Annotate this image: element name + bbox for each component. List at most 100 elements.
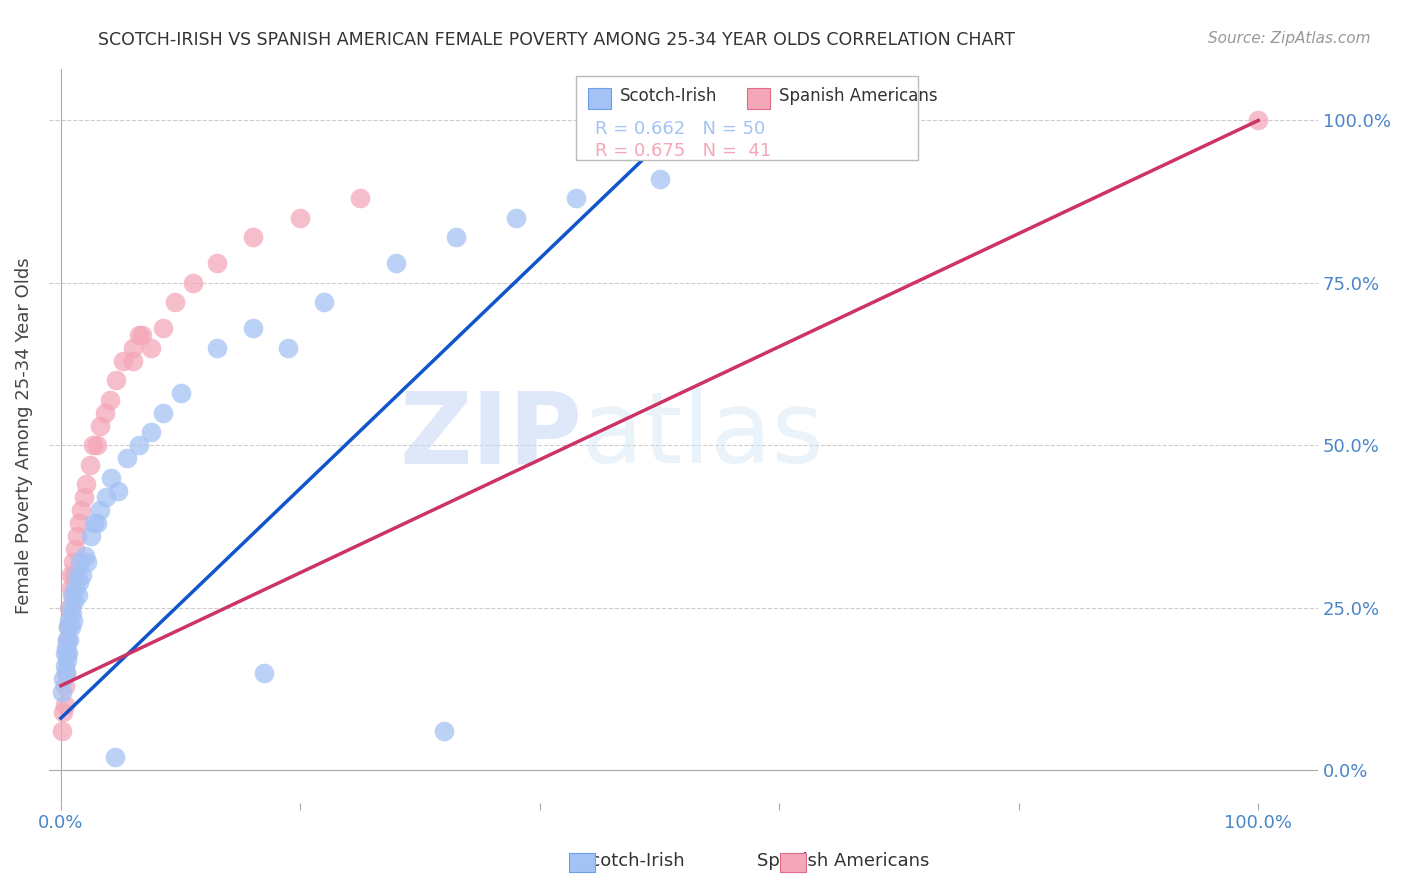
Point [65, 568, 87, 582]
Point [80, 529, 103, 543]
Point [53, 646, 76, 660]
Point [55, 640, 77, 654]
Point [73, 549, 96, 563]
Point [62, 614, 84, 628]
Text: atlas: atlas [582, 387, 824, 484]
Point [62, 588, 84, 602]
Point [121, 354, 143, 368]
Point [115, 451, 138, 466]
Point [65, 529, 87, 543]
Point [79, 458, 101, 472]
Point [67, 516, 90, 531]
Point [128, 438, 150, 452]
Point [100, 471, 122, 485]
Point [152, 406, 174, 420]
Point [89, 503, 111, 517]
Point [89, 418, 111, 433]
Point [242, 230, 264, 244]
Point [59, 581, 82, 595]
Point [98, 392, 121, 407]
Point [63, 594, 86, 608]
Point [59, 620, 82, 634]
Text: R = 0.675   N =  41: R = 0.675 N = 41 [595, 143, 770, 161]
Point [107, 483, 129, 498]
Point [52, 672, 75, 686]
Point [55, 665, 77, 680]
Point [53, 679, 76, 693]
Point [648, 172, 671, 186]
Y-axis label: Female Poverty Among 25-34 Year Olds: Female Poverty Among 25-34 Year Olds [15, 257, 32, 614]
Point [86, 516, 108, 531]
Point [53, 698, 76, 713]
Point [69, 555, 91, 569]
Point [112, 354, 135, 368]
Point [433, 724, 456, 739]
Point [349, 191, 371, 205]
Text: Scotch-Irish: Scotch-Irish [620, 87, 717, 105]
Point [152, 321, 174, 335]
Point [290, 211, 312, 225]
FancyBboxPatch shape [588, 88, 612, 109]
Point [385, 256, 408, 270]
Point [56, 646, 79, 660]
Point [56, 620, 79, 634]
Text: ZIP: ZIP [399, 387, 582, 484]
Point [565, 191, 588, 205]
Point [65, 542, 87, 557]
Point [56, 646, 79, 660]
Point [72, 568, 94, 582]
Point [94, 406, 117, 420]
Point [70, 503, 93, 517]
Point [128, 327, 150, 342]
Point [63, 568, 86, 582]
Text: Spanish Americans: Spanish Americans [779, 87, 938, 105]
Point [277, 341, 299, 355]
Point [82, 438, 104, 452]
Point [505, 211, 527, 225]
Point [67, 574, 90, 589]
Point [62, 555, 84, 569]
Point [205, 341, 228, 355]
Text: SCOTCH-IRISH VS SPANISH AMERICAN FEMALE POVERTY AMONG 25-34 YEAR OLDS CORRELATIO: SCOTCH-IRISH VS SPANISH AMERICAN FEMALE … [98, 31, 1015, 49]
Point [205, 256, 228, 270]
Point [60, 588, 83, 602]
Point [58, 600, 80, 615]
Point [56, 633, 79, 648]
Text: Scotch-Irish: Scotch-Irish [579, 852, 686, 870]
Point [444, 230, 467, 244]
Point [86, 438, 108, 452]
Point [105, 373, 128, 387]
Point [66, 588, 89, 602]
FancyBboxPatch shape [747, 88, 770, 109]
Point [53, 659, 76, 673]
Point [56, 653, 79, 667]
Point [1247, 113, 1270, 128]
Text: Spanish Americans: Spanish Americans [758, 852, 929, 870]
Point [242, 321, 264, 335]
Point [59, 600, 82, 615]
Point [163, 295, 186, 310]
Text: Source: ZipAtlas.com: Source: ZipAtlas.com [1208, 31, 1371, 46]
Point [56, 620, 79, 634]
Point [76, 555, 98, 569]
Point [83, 516, 105, 531]
Point [75, 477, 97, 491]
Point [58, 614, 80, 628]
Point [51, 685, 73, 699]
Point [96, 490, 118, 504]
Point [139, 425, 162, 440]
Point [121, 341, 143, 355]
Point [60, 607, 83, 622]
Point [51, 724, 73, 739]
FancyBboxPatch shape [575, 76, 918, 161]
Point [59, 568, 82, 582]
Point [73, 490, 96, 504]
Point [314, 295, 336, 310]
Point [181, 276, 204, 290]
Point [65, 581, 87, 595]
Point [104, 750, 127, 764]
Point [52, 705, 75, 719]
Point [58, 633, 80, 648]
Text: R = 0.662   N = 50: R = 0.662 N = 50 [595, 120, 765, 137]
Point [56, 633, 79, 648]
